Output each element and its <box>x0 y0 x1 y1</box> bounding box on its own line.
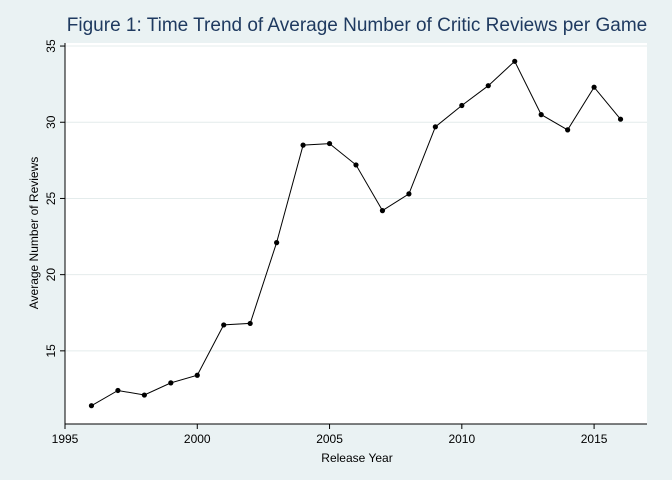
data-point-2012 <box>512 58 518 64</box>
data-point-2005 <box>326 140 333 147</box>
x-tick-label-2000: 2000 <box>184 432 211 446</box>
data-point-1999 <box>168 380 174 386</box>
data-point-2011 <box>485 83 491 89</box>
axes <box>64 43 647 425</box>
data-point-2004 <box>300 142 306 148</box>
data-point-2009 <box>432 124 438 130</box>
y-tick-label-30: 30 <box>44 115 58 129</box>
chart-title: Figure 1: Time Trend of Average Number o… <box>67 15 647 36</box>
data-point-2010 <box>459 102 465 109</box>
x-tick-label-2015: 2015 <box>581 432 608 446</box>
data-point-2000 <box>194 372 200 378</box>
y-axis-title: Average Number of Reviews <box>27 157 41 310</box>
data-point-2003 <box>274 240 280 246</box>
y-axis-ticks: 15 20 25 30 35 <box>44 39 65 358</box>
data-point-1996 <box>88 403 95 409</box>
x-tick-label-2010: 2010 <box>448 432 475 446</box>
x-tick-label-1995: 1995 <box>52 432 79 446</box>
data-point-2007 <box>379 208 386 214</box>
data-point-1998 <box>141 392 147 398</box>
data-point-2014 <box>565 127 571 133</box>
x-axis-title: Release Year <box>321 451 392 465</box>
x-tick-label-2005: 2005 <box>316 432 343 446</box>
y-tick-label-35: 35 <box>44 39 58 53</box>
data-point-2013 <box>538 112 544 118</box>
series-layer <box>88 58 624 409</box>
y-tick-label-20: 20 <box>44 268 58 282</box>
data-point-2016 <box>617 116 624 122</box>
data-point-2001 <box>221 322 227 328</box>
data-point-2002 <box>247 320 253 327</box>
data-point-2006 <box>353 162 359 168</box>
data-point-2015 <box>591 84 597 90</box>
grid-lines <box>65 45 647 352</box>
data-point-2008 <box>406 191 412 197</box>
data-point-1997 <box>115 387 121 394</box>
plot-area <box>65 43 647 424</box>
y-tick-label-15: 15 <box>44 344 58 358</box>
y-tick-label-25: 25 <box>44 191 58 205</box>
x-axis-ticks: 1995 2000 2005 2010 2015 <box>52 424 608 446</box>
